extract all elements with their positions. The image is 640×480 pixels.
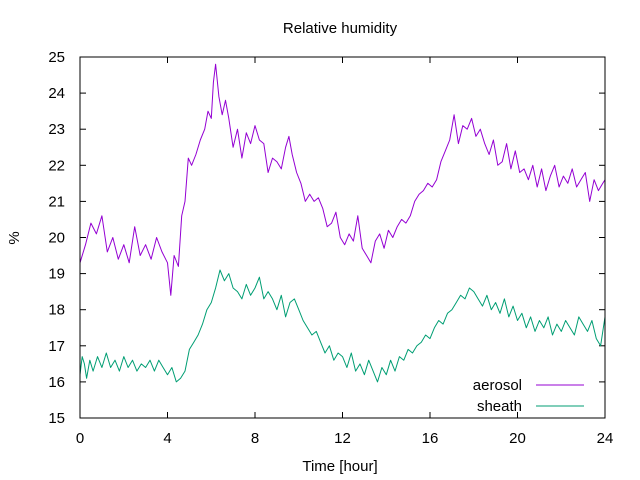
y-tick-label: 22 bbox=[48, 157, 65, 174]
x-tick-label: 8 bbox=[251, 430, 259, 447]
legend: aerosol sheath bbox=[473, 377, 584, 415]
y-tick-label: 15 bbox=[48, 410, 65, 427]
y-tick-label: 18 bbox=[48, 302, 65, 319]
x-tick-label: 12 bbox=[334, 430, 351, 447]
y-tick-label: 25 bbox=[48, 49, 65, 66]
y-tick-label: 20 bbox=[48, 230, 65, 247]
legend-label-aerosol: aerosol bbox=[473, 377, 522, 394]
series-lines bbox=[79, 63, 606, 383]
y-tick-label: 19 bbox=[48, 266, 65, 283]
axis-ticks: 0 4 8 12 16 20 24 15 16 17 18 19 20 21 22 23 24 25 bbox=[48, 49, 613, 447]
y-tick-label: 23 bbox=[48, 121, 65, 138]
y-tick-label: 21 bbox=[48, 193, 65, 210]
y-tick-label: 17 bbox=[48, 338, 65, 355]
y-axis-label: % bbox=[6, 231, 23, 244]
plot-frame bbox=[79, 56, 606, 419]
chart-title: Relative humidity bbox=[283, 20, 398, 37]
x-tick-label: 16 bbox=[422, 430, 439, 447]
y-tick-label: 24 bbox=[48, 85, 65, 102]
x-axis-label: Time [hour] bbox=[302, 458, 377, 475]
x-tick-label: 0 bbox=[76, 430, 84, 447]
x-tick-label: 24 bbox=[597, 430, 614, 447]
series-line-sheath bbox=[79, 269, 606, 383]
x-tick-label: 4 bbox=[163, 430, 171, 447]
y-tick-label: 16 bbox=[48, 374, 65, 391]
x-tick-label: 20 bbox=[509, 430, 526, 447]
legend-label-sheath: sheath bbox=[477, 398, 522, 415]
series-line-aerosol bbox=[79, 63, 606, 296]
